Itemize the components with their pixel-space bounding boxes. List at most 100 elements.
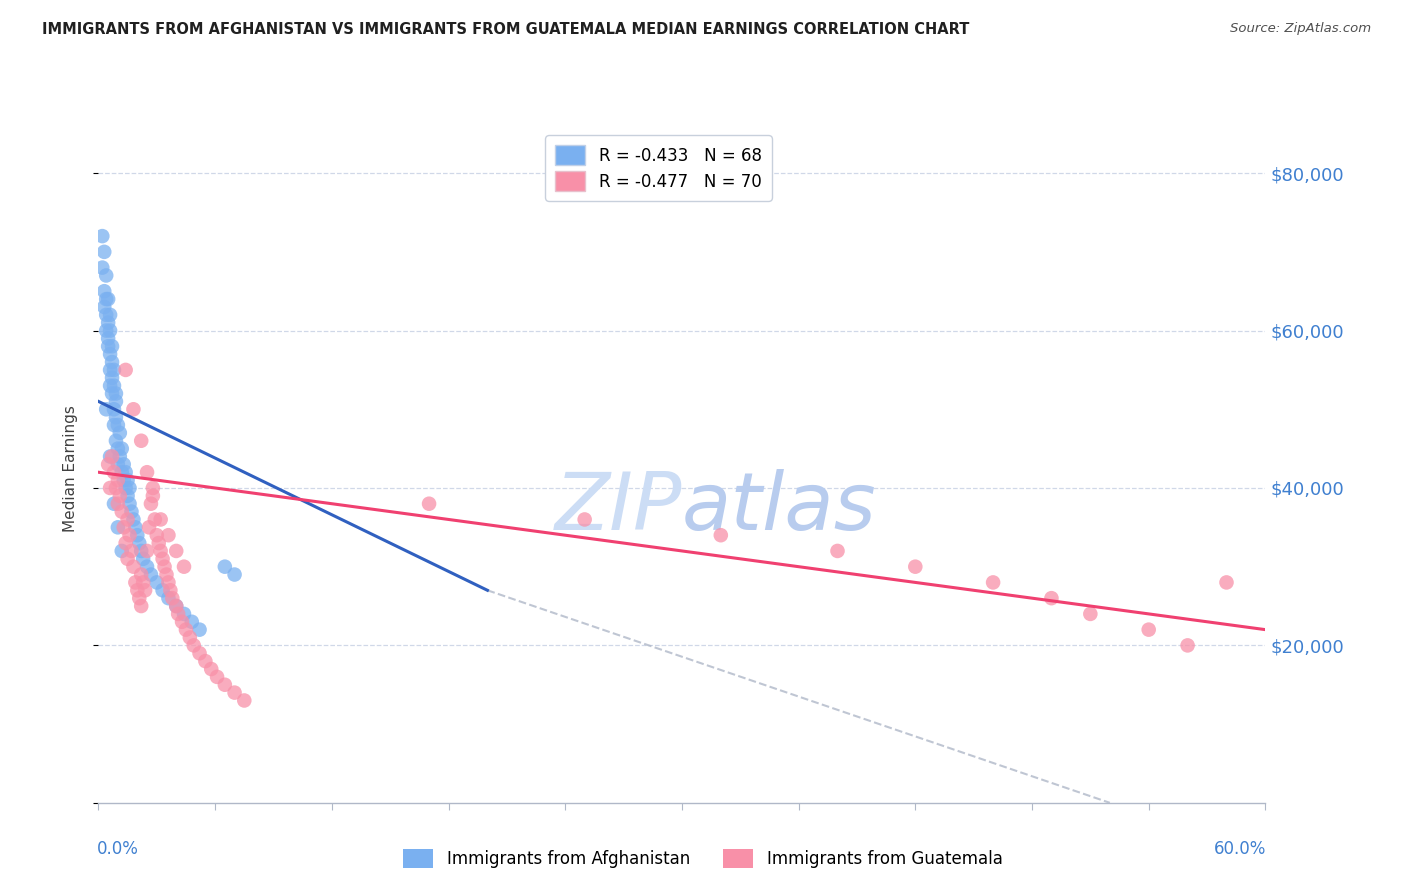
- Point: [194, 654, 217, 668]
- Point: [142, 481, 165, 495]
- Point: [165, 599, 187, 613]
- Point: [98, 450, 121, 464]
- Point: [111, 465, 134, 479]
- Point: [124, 520, 146, 534]
- Point: [188, 623, 211, 637]
- Point: [167, 607, 190, 621]
- Point: [574, 512, 596, 526]
- Point: [129, 567, 152, 582]
- Point: [97, 339, 120, 353]
- Point: [103, 378, 125, 392]
- Point: [101, 450, 124, 464]
- Point: [132, 551, 155, 566]
- Point: [418, 497, 440, 511]
- Point: [827, 544, 849, 558]
- Point: [179, 631, 201, 645]
- Legend: Immigrants from Afghanistan, Immigrants from Guatemala: Immigrants from Afghanistan, Immigrants …: [396, 842, 1010, 875]
- Point: [1080, 607, 1102, 621]
- Point: [107, 417, 129, 432]
- Point: [136, 559, 159, 574]
- Point: [104, 434, 127, 448]
- Point: [143, 512, 166, 526]
- Point: [108, 425, 131, 440]
- Point: [129, 434, 152, 448]
- Point: [1137, 623, 1160, 637]
- Point: [98, 308, 121, 322]
- Point: [128, 536, 150, 550]
- Point: [170, 615, 193, 629]
- Point: [97, 316, 120, 330]
- Point: [710, 528, 733, 542]
- Point: [152, 583, 174, 598]
- Point: [112, 458, 135, 472]
- Point: [114, 536, 136, 550]
- Point: [117, 551, 139, 566]
- Point: [96, 268, 118, 283]
- Point: [214, 559, 236, 574]
- Point: [96, 308, 118, 322]
- Point: [205, 670, 228, 684]
- Point: [107, 497, 129, 511]
- Point: [98, 324, 121, 338]
- Point: [118, 481, 141, 495]
- Point: [138, 520, 160, 534]
- Point: [142, 489, 165, 503]
- Point: [136, 544, 159, 558]
- Point: [157, 591, 180, 606]
- Point: [98, 347, 121, 361]
- Point: [96, 402, 118, 417]
- Point: [139, 567, 162, 582]
- Point: [122, 512, 145, 526]
- Point: [122, 402, 145, 417]
- Point: [114, 481, 136, 495]
- Point: [127, 528, 149, 542]
- Point: [1215, 575, 1237, 590]
- Point: [93, 244, 115, 259]
- Point: [97, 331, 120, 345]
- Point: [97, 292, 120, 306]
- Point: [111, 505, 134, 519]
- Point: [224, 567, 246, 582]
- Text: 60.0%: 60.0%: [1215, 839, 1267, 857]
- Point: [118, 528, 141, 542]
- Point: [162, 591, 184, 606]
- Point: [148, 536, 170, 550]
- Point: [159, 583, 181, 598]
- Point: [111, 442, 134, 456]
- Point: [112, 520, 135, 534]
- Point: [153, 559, 176, 574]
- Text: ZIP: ZIP: [554, 469, 682, 548]
- Point: [104, 394, 127, 409]
- Point: [108, 450, 131, 464]
- Point: [98, 378, 121, 392]
- Point: [101, 386, 124, 401]
- Point: [104, 410, 127, 425]
- Point: [93, 300, 115, 314]
- Point: [117, 489, 139, 503]
- Point: [180, 615, 202, 629]
- Point: [149, 512, 172, 526]
- Point: [108, 489, 131, 503]
- Point: [96, 292, 118, 306]
- Point: [103, 402, 125, 417]
- Point: [98, 363, 121, 377]
- Point: [101, 371, 124, 385]
- Point: [122, 559, 145, 574]
- Text: 0.0%: 0.0%: [97, 839, 139, 857]
- Point: [165, 599, 187, 613]
- Point: [91, 229, 114, 244]
- Point: [152, 551, 174, 566]
- Point: [111, 544, 134, 558]
- Y-axis label: Median Earnings: Median Earnings: [63, 405, 77, 532]
- Point: [904, 559, 927, 574]
- Point: [103, 363, 125, 377]
- Point: [224, 685, 246, 699]
- Point: [233, 693, 256, 707]
- Point: [139, 497, 162, 511]
- Point: [136, 465, 159, 479]
- Point: [214, 678, 236, 692]
- Point: [91, 260, 114, 275]
- Point: [981, 575, 1004, 590]
- Point: [103, 465, 125, 479]
- Point: [93, 284, 115, 298]
